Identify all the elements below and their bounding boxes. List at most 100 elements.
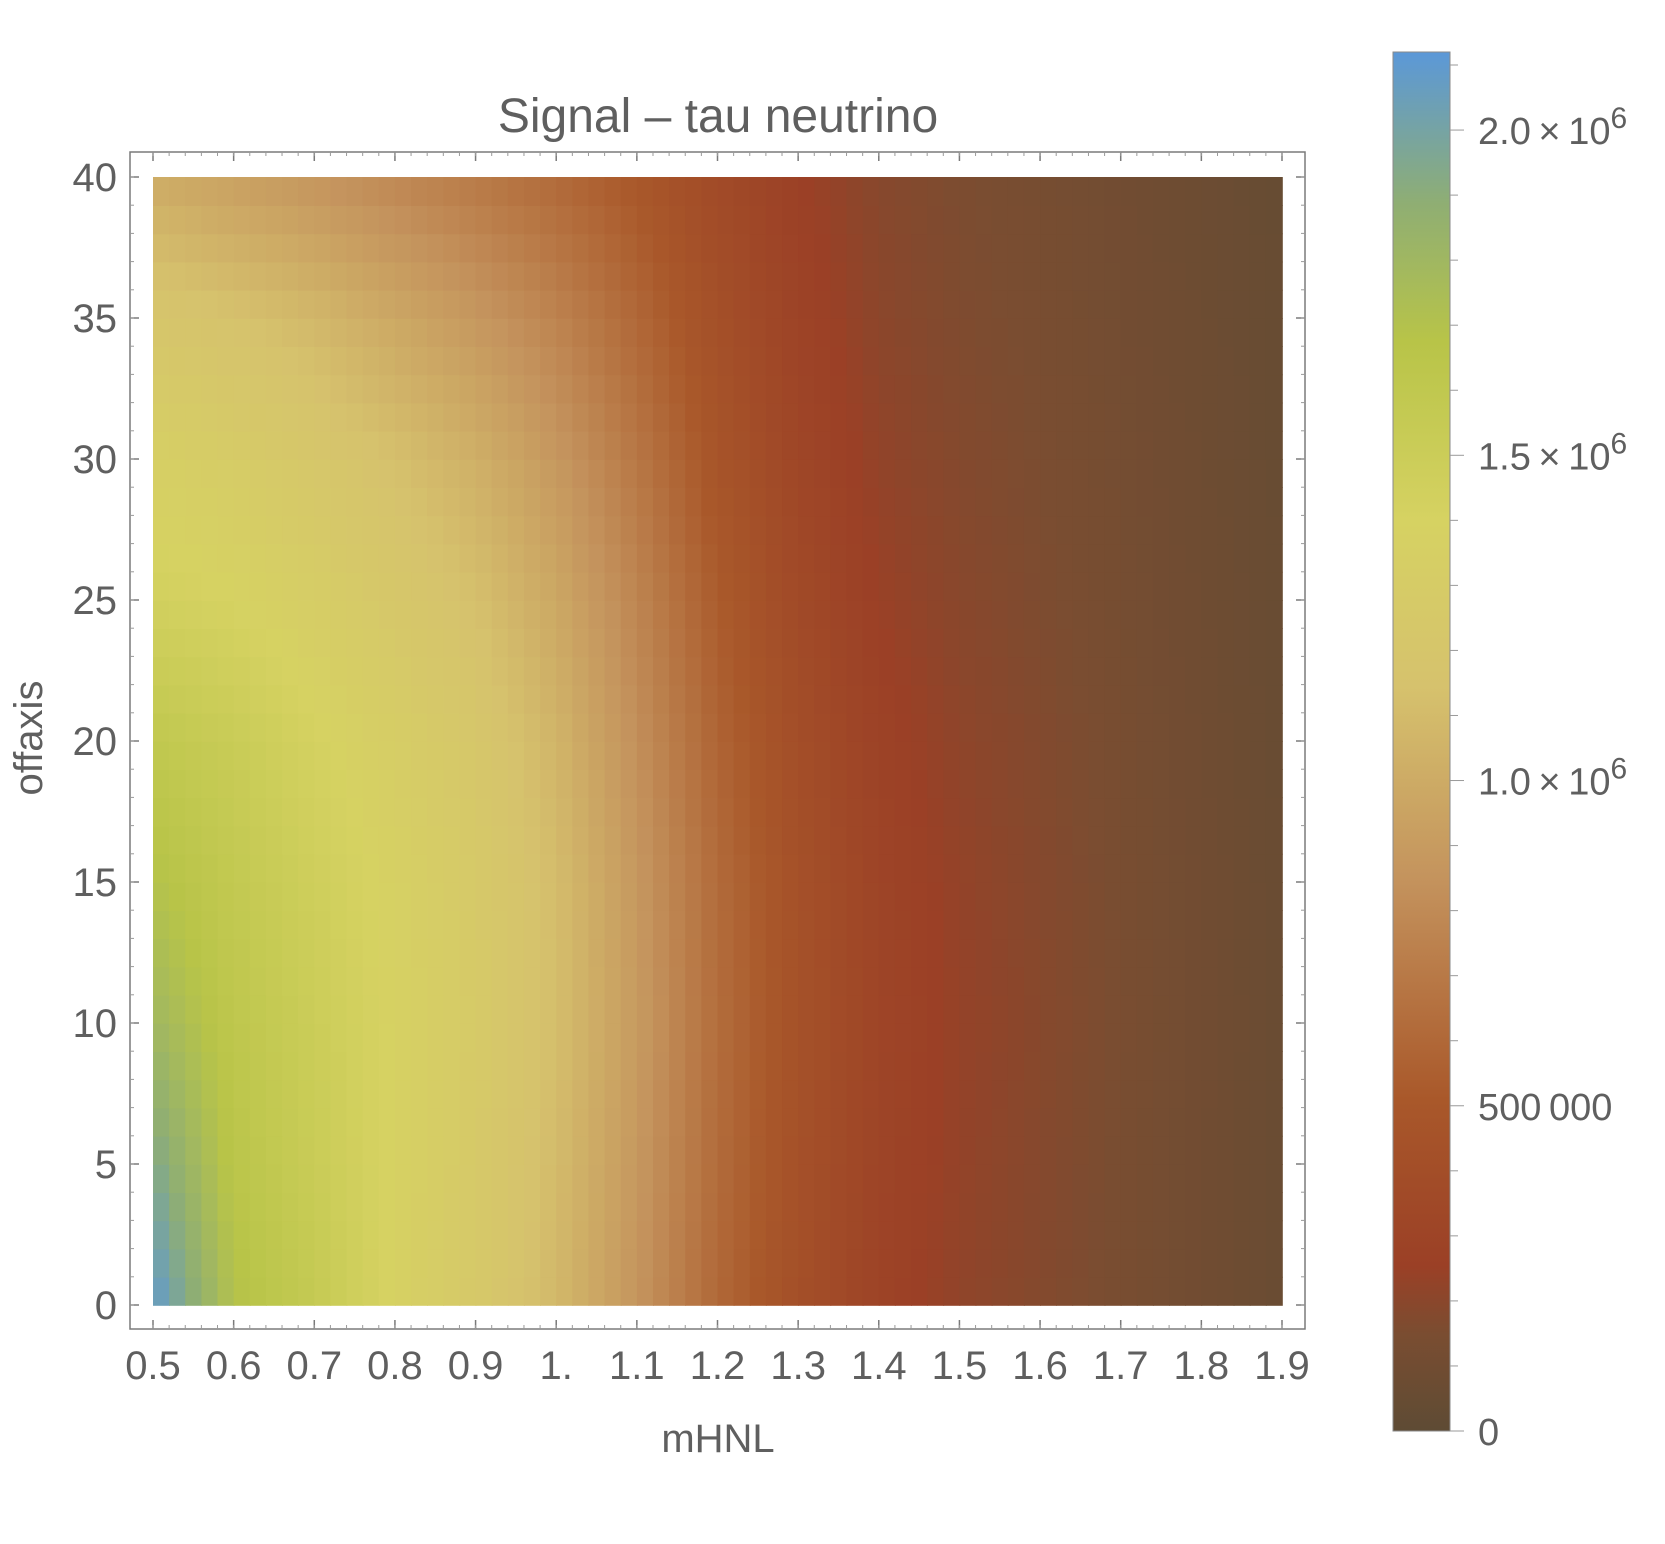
heatmap-cell (314, 1107, 332, 1137)
heatmap-cell (782, 459, 799, 488)
heatmap-cell (878, 628, 896, 658)
heatmap-cell (1136, 684, 1154, 714)
heatmap-cell (636, 571, 654, 601)
heatmap-cell (685, 966, 703, 996)
heatmap-cell (1169, 628, 1187, 658)
heatmap-cell (878, 543, 896, 573)
heatmap-cell (749, 1276, 767, 1306)
heatmap-cell (846, 994, 864, 1024)
heatmap-cell (443, 938, 461, 968)
heatmap-cell (330, 261, 348, 291)
heatmap-cell (1104, 853, 1122, 883)
heatmap-cell (765, 487, 783, 517)
heatmap-cell (346, 882, 364, 911)
heatmap-cell (1265, 825, 1283, 855)
heatmap-cell (1217, 1051, 1235, 1081)
heatmap-cell (620, 515, 638, 545)
heatmap-cell (798, 994, 816, 1024)
heatmap-cell (830, 684, 848, 714)
heatmap-cell (911, 825, 928, 855)
heatmap-cell (1056, 1023, 1074, 1052)
heatmap-cell (1233, 318, 1251, 347)
heatmap-cell (1104, 430, 1122, 460)
heatmap-cell (911, 1023, 928, 1052)
heatmap-cell (636, 600, 654, 629)
heatmap-cell (1185, 966, 1203, 996)
heatmap-cell (362, 289, 380, 319)
heatmap-cell (733, 910, 751, 940)
heatmap-cell (1185, 1164, 1203, 1193)
heatmap-cell (1023, 825, 1041, 855)
heatmap-cell (862, 543, 880, 573)
heatmap-cell (1185, 797, 1203, 827)
heatmap-cell (507, 1079, 525, 1109)
heatmap-cell (943, 543, 961, 573)
heatmap-cell (427, 515, 445, 545)
heatmap-cell (314, 346, 332, 376)
heatmap-cell (330, 1192, 348, 1222)
heatmap-cell (330, 910, 348, 940)
heatmap-cell (1249, 1248, 1267, 1278)
heatmap-cell (185, 430, 203, 460)
heatmap-cell (443, 487, 461, 517)
heatmap-cell (1169, 684, 1187, 714)
heatmap-cell (975, 543, 993, 573)
heatmap-cell (556, 233, 574, 263)
heatmap-cell (346, 515, 364, 545)
heatmap-cell (1249, 1079, 1267, 1109)
heatmap-cell (507, 346, 525, 376)
heatmap-cell (1136, 966, 1154, 996)
heatmap-cell (878, 1192, 896, 1222)
heatmap-cell (314, 543, 332, 573)
heatmap-cell (1007, 684, 1025, 714)
heatmap-cell (330, 318, 348, 347)
heatmap-cell (701, 318, 719, 347)
heatmap-cell (1120, 487, 1138, 517)
heatmap-cell (298, 966, 316, 996)
heatmap-cell (282, 1248, 299, 1278)
heatmap-cell (652, 656, 670, 686)
heatmap-cell (475, 346, 493, 376)
heatmap-cell (733, 1276, 751, 1306)
heatmap-cell (1265, 994, 1283, 1024)
heatmap-cell (265, 346, 283, 376)
heatmap-cell (443, 656, 461, 686)
heatmap-cell (233, 1051, 251, 1081)
heatmap-cell (491, 1079, 509, 1109)
heatmap-cell (846, 741, 864, 770)
heatmap-cell (1136, 177, 1154, 206)
heatmap-cell (959, 882, 977, 911)
heatmap-cell (153, 994, 170, 1024)
heatmap-cell (282, 318, 299, 347)
heatmap-cell (846, 966, 864, 996)
heatmap-cell (911, 571, 928, 601)
heatmap-cell (1169, 994, 1187, 1024)
heatmap-cell (1088, 1135, 1106, 1165)
heatmap-cell (265, 318, 283, 347)
heatmap-cell (265, 1079, 283, 1109)
heatmap-cell (1007, 346, 1025, 376)
heatmap-cell (411, 459, 428, 488)
heatmap-cell (782, 769, 799, 799)
heatmap-cell (443, 994, 461, 1024)
heatmap-cell (394, 402, 412, 432)
heatmap-cell (1104, 543, 1122, 573)
heatmap-cell (620, 966, 638, 996)
heatmap-cell (282, 1164, 299, 1193)
heatmap-cell (540, 1079, 558, 1109)
heatmap-cell (572, 684, 590, 714)
heatmap-cell (749, 1164, 767, 1193)
heatmap-cell (620, 459, 638, 488)
heatmap-cell (282, 1023, 299, 1052)
heatmap-cell (362, 318, 380, 347)
heatmap-cell (894, 1135, 912, 1165)
heatmap-cell (1023, 1135, 1041, 1165)
heatmap-cell (1007, 402, 1025, 432)
heatmap-cell (846, 1079, 864, 1109)
heatmap-cell (475, 261, 493, 291)
heatmap-cell (620, 1107, 638, 1137)
heatmap-cell (959, 741, 977, 770)
heatmap-cell (1072, 1192, 1090, 1222)
heatmap-cell (620, 430, 638, 460)
heatmap-cell (975, 1192, 993, 1222)
